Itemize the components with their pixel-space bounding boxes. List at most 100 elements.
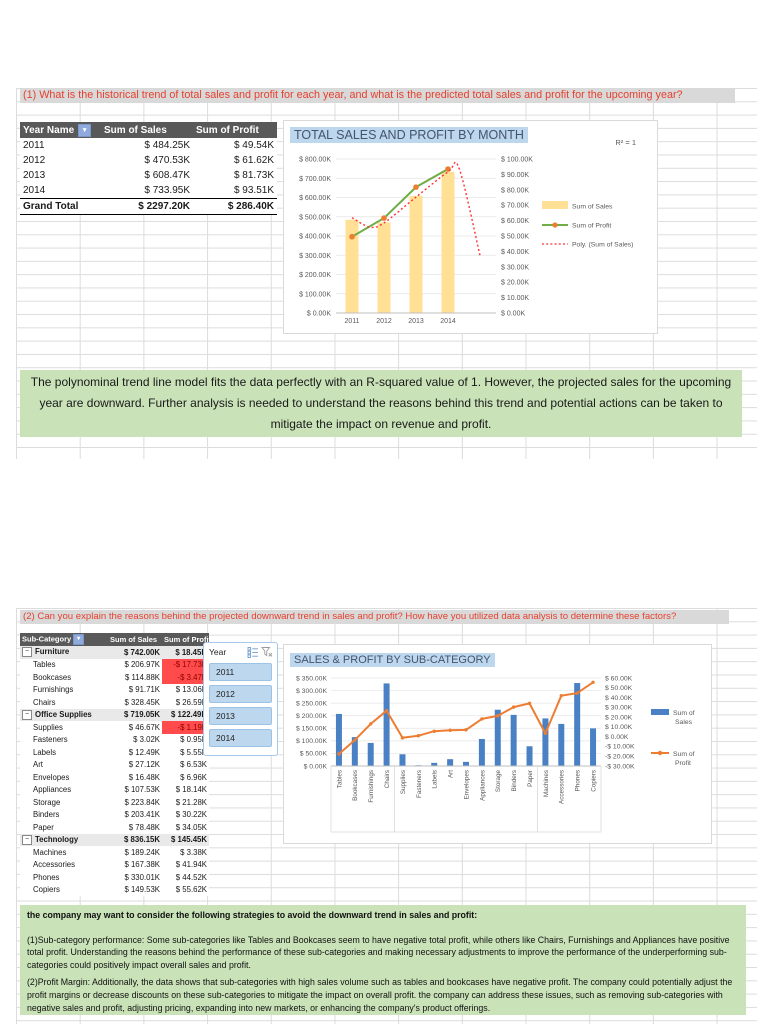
row-label: Labels [33, 747, 56, 757]
svg-text:$ 100.00K: $ 100.00K [501, 157, 533, 164]
subcategory-pivot-table: Sub-Category ▾ Sum of Sales Sum of Profit − F… [20, 633, 209, 896]
value-cell: $ 61.62K [233, 155, 274, 166]
row-label: 2012 [23, 155, 46, 166]
row-label: Binders [33, 810, 60, 820]
subcategory-filter-icon[interactable]: ▾ [73, 634, 85, 645]
slicer-header: Year [204, 643, 277, 659]
row-label: Machines [33, 847, 67, 857]
svg-text:$ 0.00K: $ 0.00K [605, 734, 629, 741]
svg-text:$ 50.00K: $ 50.00K [300, 751, 328, 758]
slicer-item-2013[interactable]: 2013 [209, 707, 272, 725]
profit-cell: $ 21.28K [175, 797, 207, 807]
sales-cell: $ 328.45K [124, 697, 160, 707]
x-axis-labels: 2011 2012 2013 2014 [344, 318, 455, 325]
row-label: Phones [33, 872, 60, 882]
svg-text:$ 0.00K: $ 0.00K [304, 763, 328, 770]
pivot1-header-cell: Sum of Profit [193, 122, 277, 138]
pivot1-header-label: Year Name [23, 124, 75, 136]
svg-text:$ 0.00K: $ 0.00K [307, 311, 331, 318]
x-axis-labels: Tables Bookcases Furnishings Chairs Supplies… [336, 770, 597, 804]
profit-line-series [349, 166, 451, 240]
sales-cell: $ 206.97K [124, 660, 160, 670]
svg-text:Furnishings: Furnishings [368, 770, 375, 803]
sales-cell: $ 16.48K [128, 772, 160, 782]
pivot1-data-row: 2014 $ 733.95K $ 93.51K [20, 183, 277, 199]
collapse-button[interactable]: − [22, 647, 32, 658]
profit-cell: $ 18.45K [162, 646, 209, 659]
svg-text:Envelopes: Envelopes [463, 770, 470, 799]
pivot2-group-row: − Technology $ 836.15K $ 145.45K [20, 833, 209, 846]
legend-sales-swatch [651, 709, 669, 715]
svg-text:2013: 2013 [408, 318, 424, 325]
profit-cell: $ 3.38K [180, 847, 207, 857]
sales-cell: $ 203.41K [124, 810, 160, 820]
pivot2-item-row: Machines $ 189.24K $ 3.38K [20, 846, 209, 859]
year-filter-dropdown-icon[interactable]: ▾ [78, 123, 92, 137]
row-label: Art [33, 760, 43, 770]
pivot2-item-row: Supplies $ 46.67K -$ 1.19K [20, 721, 209, 734]
svg-text:$ 150.00K: $ 150.00K [296, 726, 327, 733]
grand-total-value: $ 2297.20K [101, 198, 193, 215]
svg-text:Storage: Storage [495, 770, 502, 793]
pivot2-item-row: Furnishings $ 91.71K $ 13.06K [20, 684, 209, 697]
profit-cell: $ 6.53K [180, 760, 207, 770]
svg-text:$ 0.00K: $ 0.00K [501, 311, 525, 318]
profit-cell: $ 55.62K [175, 885, 207, 895]
svg-text:$ 200.00K: $ 200.00K [296, 713, 327, 720]
note2-paragraph-1: (1)Sub-category performance: Some sub-ca… [27, 934, 730, 970]
pivot2-item-row: Appliances $ 107.53K $ 18.14K [20, 784, 209, 797]
note2-heading: the company may want to consider the fol… [27, 910, 478, 920]
pivot2-group-row: − Furniture $ 742.00K $ 18.45K [20, 646, 209, 659]
clear-filter-icon[interactable] [261, 646, 273, 658]
sales-cell: $ 149.53K [124, 885, 160, 895]
pivot2-item-row: Accessories $ 167.38K $ 41.94K [20, 859, 209, 872]
sales-cell: $ 12.49K [128, 747, 160, 757]
svg-text:Sum of: Sum of [673, 710, 695, 717]
svg-text:Art: Art [448, 770, 455, 778]
svg-text:$ 600.00K: $ 600.00K [299, 195, 331, 202]
svg-text:Machines: Machines [543, 770, 550, 797]
category-group-separators [330, 766, 602, 833]
worksheet-section-1: (1) What is the historical trend of tota… [16, 88, 757, 459]
pivot2-item-row: Tables $ 206.97K -$ 17.73K [20, 658, 209, 671]
row-label: Furnishings [33, 685, 74, 695]
pivot2-item-row: Fasteners $ 3.02K $ 0.95K [20, 734, 209, 747]
row-label: Appliances [33, 785, 72, 795]
svg-text:$ 40.00K: $ 40.00K [501, 249, 529, 256]
svg-text:$ 60.00K: $ 60.00K [605, 675, 633, 682]
row-label: Copiers [33, 885, 60, 895]
slicer-item-2014[interactable]: 2014 [209, 729, 272, 747]
multiselect-icon[interactable] [247, 646, 259, 658]
svg-text:Paper: Paper [527, 770, 534, 787]
pivot2-header-cell: Sum of Profit [162, 633, 209, 646]
value-cell: $ 733.95K [144, 185, 190, 196]
profit-cell: -$ 3.47K [162, 671, 209, 684]
profit-cell: $ 5.55K [180, 747, 207, 757]
sales-profit-by-month-chart[interactable]: TOTAL SALES AND PROFIT BY MONTH $ 0.00K $… [283, 120, 658, 334]
pivot2-header-cell: Sub-Category ▾ [20, 633, 108, 646]
sales-bar-series [345, 171, 455, 313]
sales-cell: $ 78.48K [128, 822, 160, 832]
svg-text:$ 40.00K: $ 40.00K [605, 695, 633, 702]
pivot2-item-row: Copiers $ 149.53K $ 55.62K [20, 884, 209, 897]
slicer-item-2011[interactable]: 2011 [209, 663, 272, 681]
profit-cell: $ 0.95K [180, 735, 207, 745]
collapse-button[interactable]: − [22, 834, 32, 845]
svg-text:2011: 2011 [344, 318, 359, 325]
pivot2-header-label: Sub-Category [22, 634, 72, 644]
collapse-button[interactable]: − [22, 709, 32, 720]
sales-profit-by-subcategory-chart[interactable]: SALES & PROFIT BY SUB-CATEGORY $ 0.00K $ … [283, 644, 712, 844]
svg-text:$ 100.00K: $ 100.00K [296, 738, 327, 745]
chart1-canvas: $ 0.00K $ 100.00K $ 200.00K $ 300.00K $ 400.… [299, 138, 636, 325]
profit-cell: $ 41.94K [175, 860, 207, 870]
row-label: 2013 [23, 170, 46, 181]
svg-text:$ 300.00K: $ 300.00K [299, 253, 331, 260]
chart2-canvas: $ 0.00K $ 50.00K $ 100.00K $ 150.00K $ 200.0… [296, 675, 695, 833]
row-label: Envelopes [33, 772, 70, 782]
year-slicer: Year [203, 642, 278, 756]
svg-text:$ 700.00K: $ 700.00K [299, 176, 331, 183]
slicer-item-2012[interactable]: 2012 [209, 685, 272, 703]
sales-cell: $ 836.15K [108, 833, 162, 846]
profit-line-series [337, 680, 595, 756]
sales-cell: $ 27.12K [128, 760, 160, 770]
